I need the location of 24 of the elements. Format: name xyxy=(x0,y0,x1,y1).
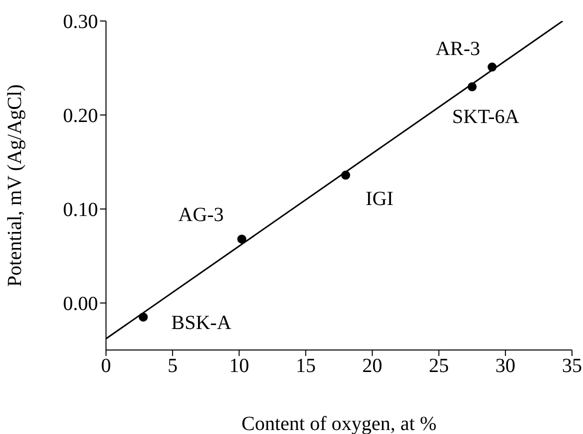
annotation: BSK-A xyxy=(171,312,232,334)
point xyxy=(237,234,246,244)
y-tick-label: 0.30 xyxy=(63,11,98,34)
x-tick-label: 35 xyxy=(562,355,582,378)
y-axis-title: Potential, mV (Ag/AgCl) xyxy=(4,84,26,287)
x-tick-label: 10 xyxy=(229,355,250,378)
point xyxy=(341,170,350,180)
point xyxy=(468,82,477,92)
x-tick-label: 0 xyxy=(101,355,111,378)
annotation: AR-3 xyxy=(436,38,480,60)
annotation: AG-3 xyxy=(178,204,224,226)
x-tick-label: 30 xyxy=(495,355,516,378)
y-tick-label: 0.20 xyxy=(63,105,98,128)
annotation: SKT-6A xyxy=(452,106,520,128)
x-tick-label: 25 xyxy=(428,355,449,378)
y-tick-label: 0.10 xyxy=(63,199,98,222)
x-tick-label: 5 xyxy=(168,355,178,378)
x-tick-label: 15 xyxy=(296,355,316,378)
annotation: IGI xyxy=(366,188,394,210)
y-tick-label: 0.00 xyxy=(63,293,98,316)
point xyxy=(138,312,148,322)
point xyxy=(488,62,497,72)
x-axis-title: Content of oxygen, at % xyxy=(242,413,436,434)
x-tick-label: 20 xyxy=(362,355,382,378)
